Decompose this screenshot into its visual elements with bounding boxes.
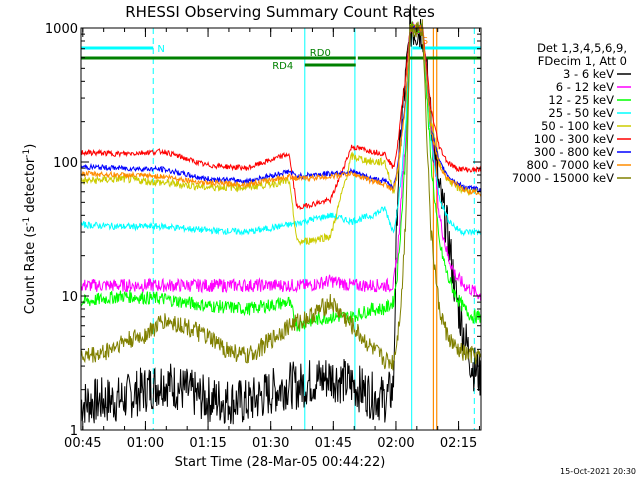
y-tick-label: 100: [53, 156, 78, 171]
x-tick-label: 01:30: [252, 436, 289, 451]
chart-title: RHESSI Observing Summary Count Rates: [125, 3, 435, 21]
y-axis-label: Count Rate (s-1 detector-1): [22, 144, 38, 315]
x-tick-label: 01:15: [189, 436, 226, 451]
generation-timestamp: 15-Oct-2021 20:30: [560, 467, 636, 476]
legend-header-line: FDecim 1, Att 0: [538, 54, 627, 68]
svg-text:Count Rate (s-1 detector-1): Count Rate (s-1 detector-1): [22, 144, 38, 315]
x-axis-label: Start Time (28-Mar-05 00:44:22): [175, 455, 386, 470]
saa-flag-label: S: [422, 36, 428, 47]
legend-header-line: Det 1,3,4,5,6,9,: [537, 41, 627, 55]
plot-area: N S RD0 RD4 1 10 100 1000 00:45 01:00 01:15 01:30 01…: [45, 4, 482, 451]
legend-label: 12 - 25 keV: [548, 93, 614, 107]
legend-header: Det 1,3,4,5,6,9,FDecim 1, Att 0: [537, 41, 627, 68]
legend-label: 7000 - 15000 keV: [512, 171, 614, 185]
rd4-flag-label: RD4: [272, 61, 293, 72]
y-axis-label-mid: detector: [23, 157, 38, 217]
y-axis-label-sup2: -1: [22, 149, 32, 158]
x-tick-label: 01:00: [127, 436, 164, 451]
x-tick-label: 01:45: [315, 436, 352, 451]
y-tick-label: 1: [70, 424, 78, 439]
legend-label: 800 - 7000 keV: [526, 158, 614, 172]
series-line-300to800keV-kev: [80, 23, 482, 193]
y-tick-label: 10: [61, 290, 78, 305]
y-axis-label-main: Count Rate (s: [23, 226, 38, 315]
y-axis-label-end: ): [23, 144, 38, 149]
x-tick-label: 02:00: [377, 436, 414, 451]
legend-label: 25 - 50 keV: [548, 106, 614, 120]
x-tick-label: 00:45: [64, 436, 101, 451]
series-line-3to6keV-kev: [80, 4, 482, 425]
legend-label: 3 - 6 keV: [563, 67, 614, 81]
legend-label: 300 - 800 keV: [534, 145, 614, 159]
plot-frame: [80, 27, 482, 431]
night-flag-label: N: [157, 44, 164, 55]
y-tick-label: 1000: [45, 22, 78, 37]
legend-label: 50 - 100 keV: [541, 119, 614, 133]
y-axis-label-sup1: -1: [22, 217, 32, 226]
legend-label: 100 - 300 keV: [534, 132, 614, 146]
rd0-flag-label: RD0: [310, 48, 331, 59]
series-line-7000to15000keV-kev: [80, 19, 482, 371]
x-tick-label: 02:15: [440, 436, 477, 451]
legend-label: 6 - 12 keV: [556, 80, 614, 94]
